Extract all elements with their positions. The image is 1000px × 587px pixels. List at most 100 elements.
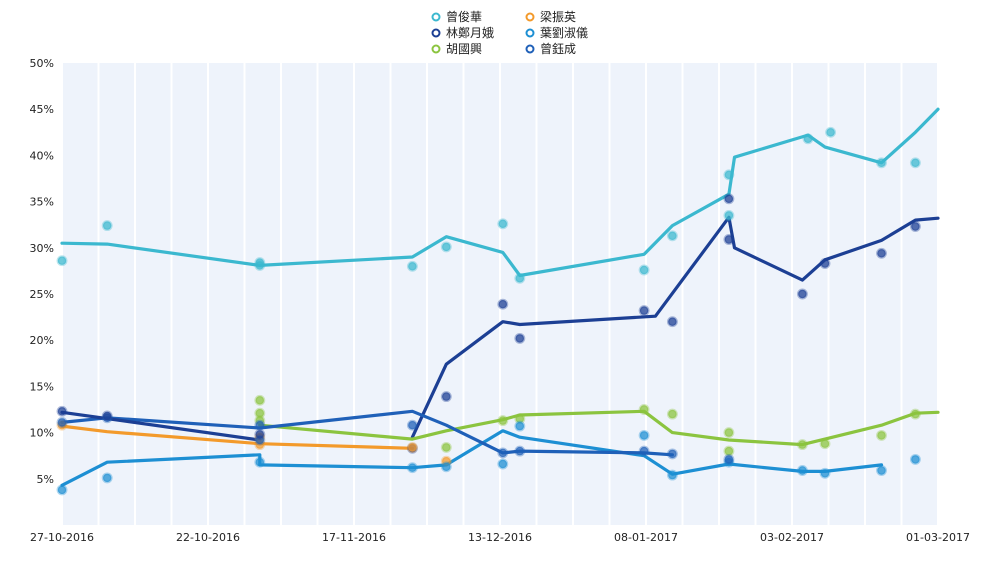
series-line (60, 424, 414, 450)
data-point (101, 220, 113, 232)
data-point (638, 404, 650, 415)
data-point (819, 467, 831, 479)
legend-marker (525, 44, 535, 54)
x-tick-label: 01-03-2017 (906, 531, 970, 544)
y-tick-label: 5% (37, 473, 54, 486)
data-point (440, 441, 452, 453)
x-tick-label: 17-11-2016 (322, 531, 386, 544)
series-line (258, 409, 940, 447)
data-point (909, 157, 921, 169)
legend-label: 葉劉淑儀 (540, 25, 588, 40)
data-point (497, 415, 509, 427)
data-point (254, 428, 266, 440)
data-point (514, 332, 526, 344)
y-tick-label: 35% (30, 196, 54, 209)
data-point (876, 465, 887, 476)
data-point (819, 438, 831, 450)
data-point (723, 210, 735, 221)
data-point (723, 193, 735, 205)
data-point (819, 258, 831, 269)
data-point (909, 453, 921, 465)
legend-label: 梁振英 (540, 9, 576, 24)
data-point (723, 427, 735, 439)
data-point (440, 391, 452, 403)
data-point (101, 410, 113, 422)
data-point (802, 133, 814, 145)
x-axis: 27-10-2016 22-10-2016 17-11-2016 13-12-2016… (30, 531, 970, 544)
data-point (56, 405, 68, 417)
data-point (56, 255, 68, 267)
legend-marker (525, 28, 535, 38)
legend-marker (431, 28, 441, 38)
x-tick-label: 08-01-2017 (614, 531, 678, 544)
x-tick-label: 03-02-2017 (760, 531, 824, 544)
data-point (101, 472, 113, 484)
data-point (723, 234, 735, 245)
data-point (406, 260, 418, 272)
y-tick-label: 20% (30, 334, 54, 347)
data-point (723, 453, 735, 465)
series-line (410, 215, 940, 439)
legend-marker (431, 12, 441, 22)
data-point (440, 461, 452, 473)
data-point (666, 448, 678, 460)
data-point (876, 429, 887, 441)
data-point (666, 469, 678, 481)
data-point (876, 247, 887, 259)
y-axis: 5% 10% 15% 20% 25% 30% 35% 40% 45% 50% (30, 57, 54, 486)
grid-lines (61, 63, 939, 525)
data-point (638, 305, 650, 317)
x-tick-label: 27-10-2016 (30, 531, 94, 544)
data-point (254, 456, 266, 468)
data-point (56, 484, 68, 496)
data-point (497, 458, 509, 470)
series-line (60, 409, 674, 457)
data-point (56, 416, 68, 428)
y-tick-label: 50% (30, 57, 54, 70)
data-point (638, 264, 650, 276)
legend-label: 胡國興 (446, 42, 482, 56)
data-point (406, 419, 418, 431)
data-point (440, 241, 452, 253)
data-point (876, 157, 887, 169)
x-tick-label: 13-12-2016 (468, 531, 532, 544)
y-tick-label: 30% (30, 242, 54, 255)
data-point (497, 218, 509, 230)
series-lines (60, 107, 940, 487)
legend-label: 曾俊華 (446, 9, 482, 24)
data-point (254, 419, 266, 431)
data-point (406, 462, 418, 474)
data-point (638, 445, 650, 457)
data-point (406, 441, 418, 453)
series-line (60, 410, 262, 442)
data-point (796, 288, 808, 300)
x-tick-label: 22-10-2016 (176, 531, 240, 544)
data-point (666, 230, 678, 242)
legend-marker (431, 44, 441, 54)
y-tick-label: 10% (30, 427, 54, 440)
data-point (666, 408, 678, 420)
series-points (56, 126, 921, 496)
legend-label: 曾鈺成 (540, 41, 576, 56)
y-tick-label: 45% (30, 103, 54, 116)
data-point (723, 169, 735, 181)
data-point (254, 259, 266, 271)
data-point (514, 272, 526, 284)
data-point (254, 394, 266, 406)
y-tick-label: 15% (30, 380, 54, 393)
data-point (796, 465, 808, 476)
legend-label: 林鄭月娥 (446, 25, 494, 40)
data-point (497, 298, 509, 310)
data-point (514, 420, 526, 432)
series-line (60, 107, 940, 278)
data-point (909, 408, 921, 420)
legend-marker (525, 12, 535, 22)
data-point (514, 445, 526, 457)
data-point (638, 429, 650, 441)
data-point (909, 221, 921, 232)
series-line (60, 429, 884, 487)
y-tick-label: 25% (30, 288, 54, 301)
data-point (497, 447, 509, 459)
